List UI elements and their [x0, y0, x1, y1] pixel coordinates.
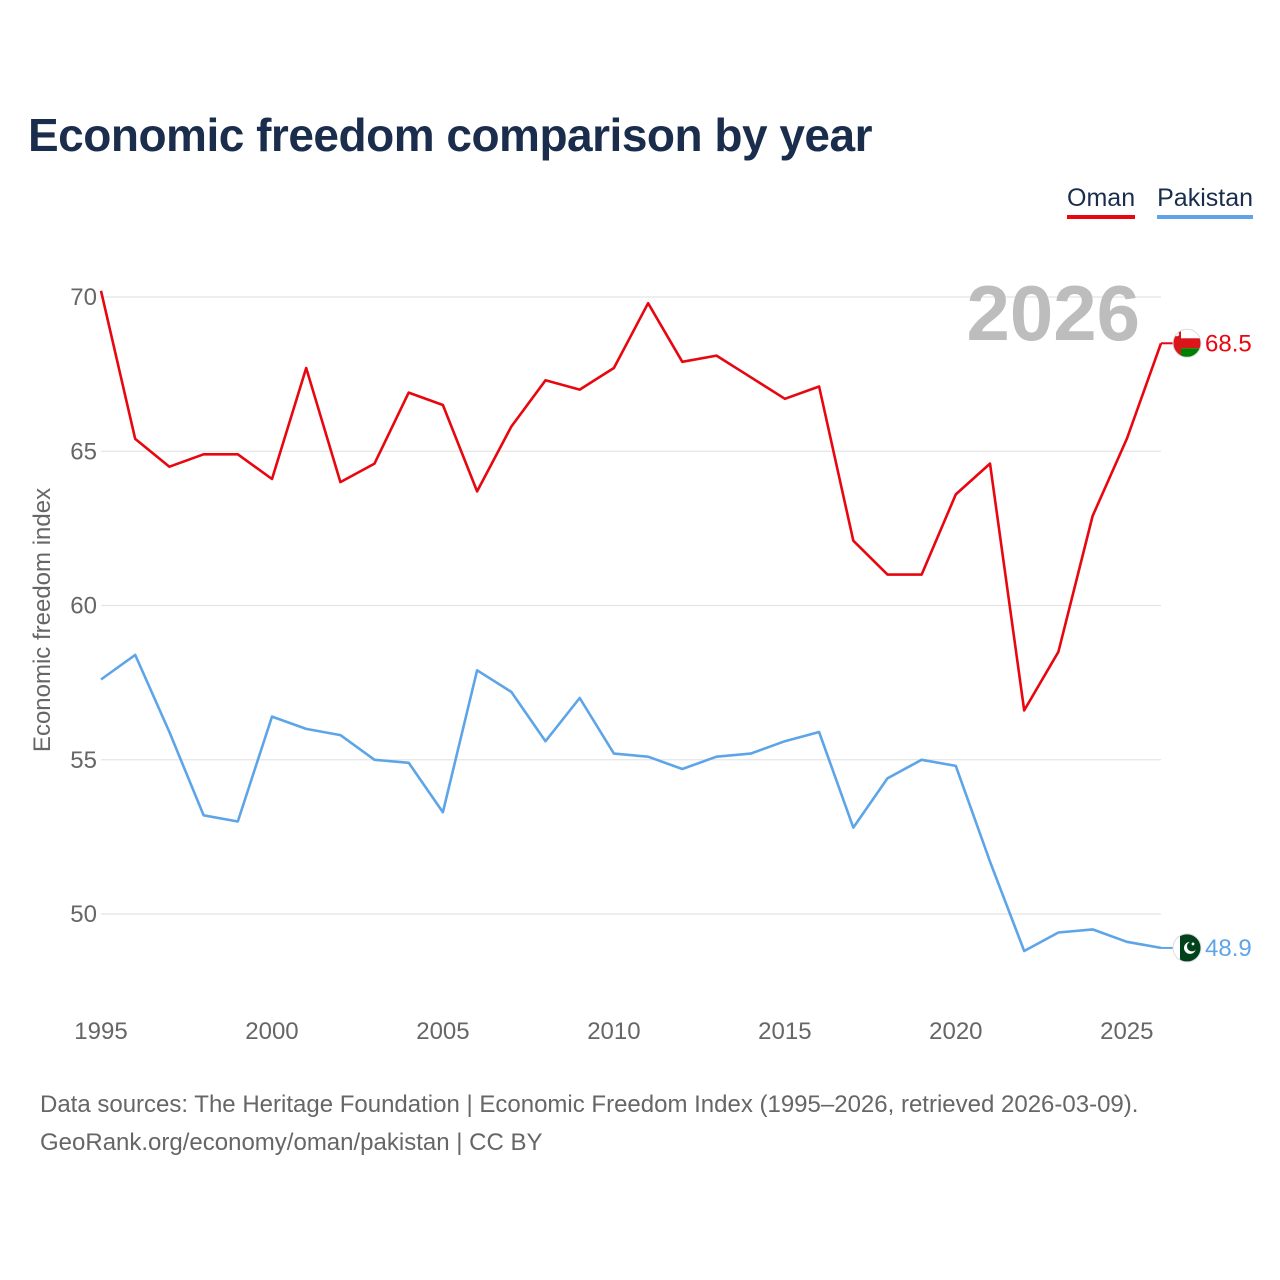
y-axis-label: Economic freedom index — [29, 488, 56, 752]
x-tick-label: 2025 — [1100, 1018, 1153, 1045]
legend-item-oman[interactable]: Oman — [1067, 184, 1136, 219]
x-tick-label: 2000 — [245, 1018, 298, 1045]
end-value-label: 48.9 — [1205, 935, 1252, 962]
series-end-markers: 68.5 48.9 — [1161, 328, 1252, 963]
x-axis-ticks: 1995 2000 2005 2010 2015 2020 2025 — [74, 1018, 1153, 1045]
y-tick-label: 50 — [70, 901, 97, 928]
footer: Data sources: The Heritage Foundation | … — [40, 1086, 1138, 1162]
attribution-link[interactable]: GeoRank.org/economy/oman/pakistan | CC B… — [40, 1129, 543, 1156]
pakistan-flag-icon — [1172, 933, 1202, 963]
oman-flag-icon — [1172, 328, 1202, 358]
x-tick-label: 2015 — [758, 1018, 811, 1045]
x-tick-label: 1995 — [74, 1018, 127, 1045]
year-watermark: 2026 — [966, 269, 1140, 357]
series-line-pakistan[interactable] — [100, 653, 1162, 953]
x-tick-label: 2005 — [416, 1018, 469, 1045]
y-tick-label: 70 — [70, 284, 97, 311]
series-lines — [99, 290, 1163, 953]
x-tick-label: 2020 — [929, 1018, 982, 1045]
gridlines — [101, 296, 1161, 915]
data-source-note: Data sources: The Heritage Foundation | … — [40, 1091, 1139, 1118]
end-value-label: 68.5 — [1205, 330, 1252, 357]
series-line-oman[interactable] — [99, 290, 1163, 712]
chart-title: Economic freedom comparison by year — [28, 109, 873, 161]
y-tick-label: 65 — [70, 438, 97, 465]
x-tick-label: 2010 — [587, 1018, 640, 1045]
legend: Oman Pakistan — [1067, 184, 1253, 219]
y-tick-label: 60 — [70, 593, 97, 620]
legend-item-pakistan[interactable]: Pakistan — [1157, 184, 1253, 219]
y-tick-label: 55 — [70, 747, 97, 774]
y-axis-ticks: 50 55 60 65 70 — [70, 284, 97, 928]
